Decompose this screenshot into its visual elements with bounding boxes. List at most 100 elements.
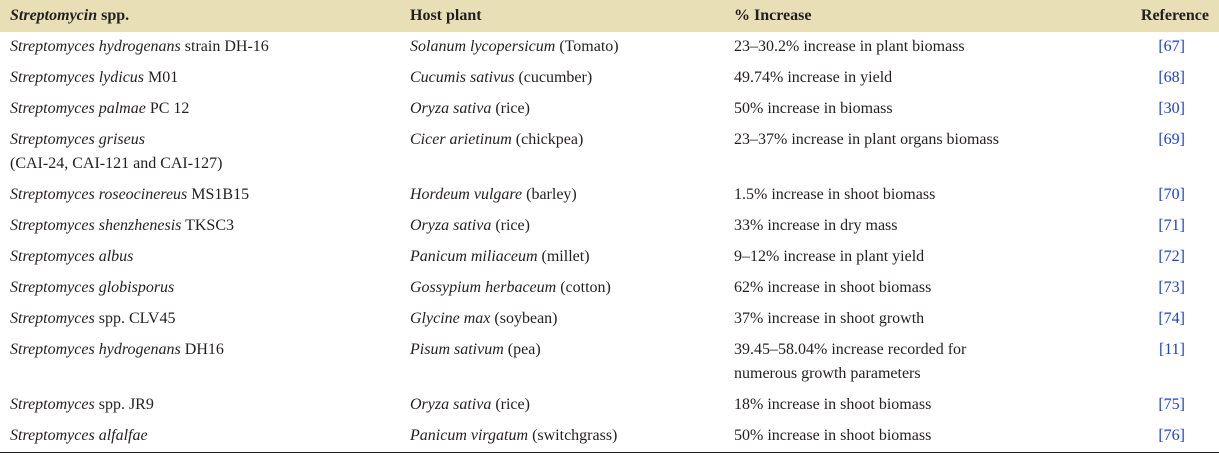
species-name: Streptomyces shenzhenesis xyxy=(10,217,182,234)
host-scientific-name: Hordeum vulgare xyxy=(410,186,523,203)
species-cell: Streptomyces lydicus M01 xyxy=(0,63,400,94)
strain-list: (CAI-24, CAI-121 and CAI-127) xyxy=(10,155,223,172)
reference-cell: [75] xyxy=(1089,390,1219,421)
species-cell: Streptomyces alfalfae xyxy=(0,421,400,453)
reference-link[interactable]: [72] xyxy=(1158,248,1185,265)
reference-link[interactable]: [70] xyxy=(1158,186,1185,203)
reference-cell: [70] xyxy=(1089,180,1219,211)
species-cell: Streptomyces roseocinereus MS1B15 xyxy=(0,180,400,211)
reference-link[interactable]: [11] xyxy=(1158,341,1185,358)
host-scientific-name: Panicum miliaceum xyxy=(410,248,538,265)
table-row: Streptomyces hydrogenans strain DH-16 Sol… xyxy=(0,32,1219,63)
host-scientific-name: Cicer arietinum xyxy=(410,131,512,148)
host-scientific-name: Oryza sativa xyxy=(410,100,492,117)
header-reference: Reference xyxy=(1140,7,1209,24)
reference-link[interactable]: [30] xyxy=(1158,100,1185,117)
host-common-name: (Tomato) xyxy=(555,38,619,55)
increase-cell: 39.45–58.04% increase recorded for numero… xyxy=(724,335,1089,390)
increase-cell: 50% increase in biomass xyxy=(724,94,1089,125)
increase-cell: 18% increase in shoot biomass xyxy=(724,390,1089,421)
reference-link[interactable]: [68] xyxy=(1158,69,1185,86)
table-row: Streptomyces alfalfae Panicum virgatum (s… xyxy=(0,421,1219,453)
table-body: Streptomyces hydrogenans strain DH-16 Sol… xyxy=(0,32,1219,453)
reference-cell: [76] xyxy=(1089,421,1219,453)
host-scientific-name: Oryza sativa xyxy=(410,396,492,413)
reference-cell: [72] xyxy=(1089,242,1219,273)
increase-text: 37% increase in shoot growth xyxy=(734,310,925,327)
species-name: Streptomyces hydrogenans xyxy=(10,341,181,358)
reference-link[interactable]: [71] xyxy=(1158,217,1185,234)
strain-name: strain DH-16 xyxy=(180,38,269,55)
table-row: Streptomyces palmae PC 12 Oryza sativa (r… xyxy=(0,94,1219,125)
increase-cell: 62% increase in shoot biomass xyxy=(724,273,1089,304)
increase-cell: 49.74% increase in yield xyxy=(724,63,1089,94)
species-cell: Streptomyces hydrogenans strain DH-16 xyxy=(0,32,400,63)
host-cell: Oryza sativa (rice) xyxy=(400,390,724,421)
strain-name: spp. JR9 xyxy=(94,396,154,413)
increase-cell: 23–30.2% increase in plant biomass xyxy=(724,32,1089,63)
host-cell: Glycine max (soybean) xyxy=(400,304,724,335)
increase-text: 50% increase in biomass xyxy=(734,100,893,117)
header-row: Streptomycin spp. Host plant % Increase … xyxy=(0,0,1219,32)
reference-link[interactable]: [69] xyxy=(1158,131,1185,148)
species-name: Streptomyces xyxy=(10,310,95,327)
species-name: Streptomyces lydicus xyxy=(10,69,145,86)
strain-name: DH16 xyxy=(180,341,224,358)
increase-cell: 1.5% increase in shoot biomass xyxy=(724,180,1089,211)
increase-text: 9–12% increase in plant yield xyxy=(734,248,925,265)
reference-cell: [68] xyxy=(1089,63,1219,94)
host-common-name: (barley) xyxy=(522,186,577,203)
table-row: Streptomyces shenzhenesis TKSC3 Oryza sat… xyxy=(0,211,1219,242)
host-cell: Pisum sativum (pea) xyxy=(400,335,724,390)
table-row: Streptomyces griseus (CAI-24, CAI-121 and… xyxy=(0,125,1219,180)
species-cell: Streptomyces hydrogenans DH16 xyxy=(0,335,400,390)
host-common-name: (cucumber) xyxy=(514,69,593,86)
host-cell: Solanum lycopersicum (Tomato) xyxy=(400,32,724,63)
increase-cell: 33% increase in dry mass xyxy=(724,211,1089,242)
host-cell: Oryza sativa (rice) xyxy=(400,94,724,125)
host-scientific-name: Solanum lycopersicum xyxy=(410,38,556,55)
table-row: Streptomyces lydicus M01 Cucumis sativus … xyxy=(0,63,1219,94)
reference-cell: [30] xyxy=(1089,94,1219,125)
reference-link[interactable]: [73] xyxy=(1158,279,1185,296)
table-row: Streptomyces roseocinereus MS1B15 Hordeum… xyxy=(0,180,1219,211)
table-header: Streptomycin spp. Host plant % Increase … xyxy=(0,0,1219,32)
header-species: Streptomycin spp. xyxy=(10,7,130,24)
increase-cell: 23–37% increase in plant organs biomass xyxy=(724,125,1089,180)
table-row: Streptomyces hydrogenans DH16 Pisum sativ… xyxy=(0,335,1219,390)
species-name: Streptomyces palmae xyxy=(10,100,146,117)
increase-text: 23–37% increase in plant organs biomass xyxy=(734,131,999,148)
host-common-name: (rice) xyxy=(491,217,530,234)
host-common-name: (rice) xyxy=(491,396,530,413)
host-cell: Hordeum vulgare (barley) xyxy=(400,180,724,211)
species-name: Streptomyces albus xyxy=(10,248,134,265)
increase-cell: 9–12% increase in plant yield xyxy=(724,242,1089,273)
reference-link[interactable]: [67] xyxy=(1158,38,1185,55)
increase-text: 50% increase in shoot biomass xyxy=(734,427,932,444)
reference-link[interactable]: [76] xyxy=(1158,427,1185,444)
species-name: Streptomyces hydrogenans xyxy=(10,38,181,55)
strain-name: MS1B15 xyxy=(187,186,250,203)
reference-cell: [67] xyxy=(1089,32,1219,63)
species-cell: Streptomyces palmae PC 12 xyxy=(0,94,400,125)
species-name: Streptomyces globisporus xyxy=(10,279,175,296)
reference-cell: [71] xyxy=(1089,211,1219,242)
increase-text-line2: numerous growth parameters xyxy=(734,365,921,382)
reference-cell: [74] xyxy=(1089,304,1219,335)
header-host-plant: Host plant xyxy=(410,7,482,24)
host-scientific-name: Glycine max xyxy=(410,310,491,327)
strain-name: PC 12 xyxy=(145,100,190,117)
species-cell: Streptomyces shenzhenesis TKSC3 xyxy=(0,211,400,242)
increase-text: 18% increase in shoot biomass xyxy=(734,396,932,413)
reference-cell: [73] xyxy=(1089,273,1219,304)
species-name: Streptomyces griseus xyxy=(10,131,145,148)
host-common-name: (cotton) xyxy=(556,279,611,296)
strain-name: TKSC3 xyxy=(181,217,234,234)
host-common-name: (millet) xyxy=(537,248,590,265)
table-row: Streptomyces globisporus Gossypium herbac… xyxy=(0,273,1219,304)
host-scientific-name: Panicum virgatum xyxy=(410,427,529,444)
species-cell: Streptomyces spp. CLV45 xyxy=(0,304,400,335)
reference-link[interactable]: [74] xyxy=(1158,310,1185,327)
reference-link[interactable]: [75] xyxy=(1158,396,1185,413)
species-cell: Streptomyces globisporus xyxy=(0,273,400,304)
